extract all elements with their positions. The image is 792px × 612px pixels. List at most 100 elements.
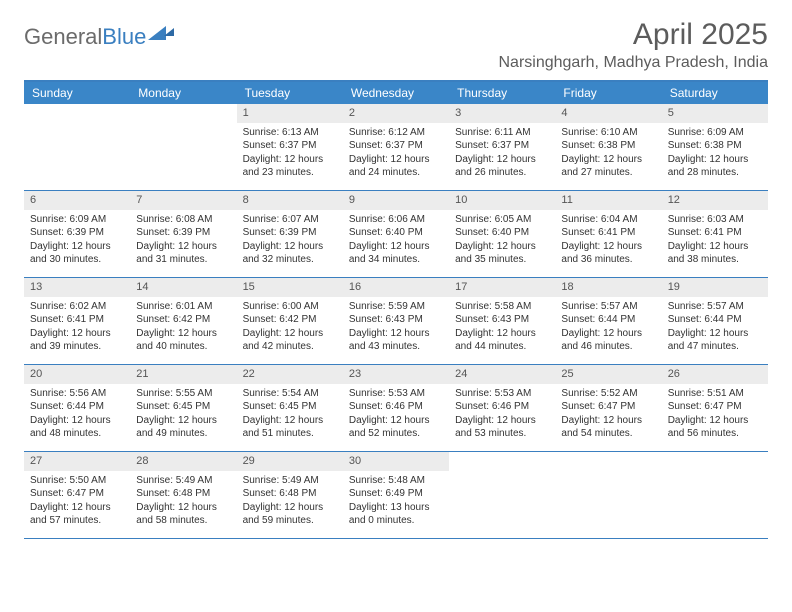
weekday-header: Friday (555, 82, 661, 104)
sunset-line: Sunset: 6:39 PM (30, 226, 124, 240)
sunset-line: Sunset: 6:48 PM (136, 487, 230, 501)
sunset-line: Sunset: 6:46 PM (349, 400, 443, 414)
day-cell: 1Sunrise: 6:13 AMSunset: 6:37 PMDaylight… (237, 104, 343, 190)
day-cell: 11Sunrise: 6:04 AMSunset: 6:41 PMDayligh… (555, 191, 661, 277)
sunrise-line: Sunrise: 6:01 AM (136, 300, 230, 314)
sunrise-line: Sunrise: 5:52 AM (561, 387, 655, 401)
sunrise-line: Sunrise: 5:59 AM (349, 300, 443, 314)
weekday-header: Saturday (662, 82, 768, 104)
sunrise-line: Sunrise: 6:03 AM (668, 213, 762, 227)
day-number: 21 (130, 365, 236, 384)
sunrise-line: Sunrise: 6:09 AM (30, 213, 124, 227)
day-number: 17 (449, 278, 555, 297)
day-number: 20 (24, 365, 130, 384)
week-row: 13Sunrise: 6:02 AMSunset: 6:41 PMDayligh… (24, 278, 768, 365)
day-body: Sunrise: 5:53 AMSunset: 6:46 PMDaylight:… (449, 384, 555, 447)
day-body: Sunrise: 6:07 AMSunset: 6:39 PMDaylight:… (237, 210, 343, 273)
sunset-line: Sunset: 6:46 PM (455, 400, 549, 414)
day-number: 22 (237, 365, 343, 384)
sunset-line: Sunset: 6:43 PM (455, 313, 549, 327)
weekday-header: Thursday (449, 82, 555, 104)
day-cell: 22Sunrise: 5:54 AMSunset: 6:45 PMDayligh… (237, 365, 343, 451)
sunset-line: Sunset: 6:45 PM (243, 400, 337, 414)
day-cell: 21Sunrise: 5:55 AMSunset: 6:45 PMDayligh… (130, 365, 236, 451)
day-number: 10 (449, 191, 555, 210)
day-number: 14 (130, 278, 236, 297)
daylight-line: Daylight: 12 hours and 54 minutes. (561, 414, 655, 441)
day-cell: 12Sunrise: 6:03 AMSunset: 6:41 PMDayligh… (662, 191, 768, 277)
sunset-line: Sunset: 6:47 PM (668, 400, 762, 414)
day-number: 18 (555, 278, 661, 297)
day-number: 9 (343, 191, 449, 210)
day-body: Sunrise: 6:04 AMSunset: 6:41 PMDaylight:… (555, 210, 661, 273)
sunrise-line: Sunrise: 6:05 AM (455, 213, 549, 227)
day-body: Sunrise: 5:49 AMSunset: 6:48 PMDaylight:… (130, 471, 236, 534)
weeks-container: 1Sunrise: 6:13 AMSunset: 6:37 PMDaylight… (24, 104, 768, 539)
sunset-line: Sunset: 6:44 PM (668, 313, 762, 327)
logo-mark-icon (148, 26, 166, 40)
week-row: 27Sunrise: 5:50 AMSunset: 6:47 PMDayligh… (24, 452, 768, 539)
day-cell: 13Sunrise: 6:02 AMSunset: 6:41 PMDayligh… (24, 278, 130, 364)
sunset-line: Sunset: 6:42 PM (136, 313, 230, 327)
day-cell: 15Sunrise: 6:00 AMSunset: 6:42 PMDayligh… (237, 278, 343, 364)
day-cell: 30Sunrise: 5:48 AMSunset: 6:49 PMDayligh… (343, 452, 449, 538)
daylight-line: Daylight: 13 hours and 0 minutes. (349, 501, 443, 528)
header: GeneralBlue April 2025 Narsinghgarh, Mad… (24, 18, 768, 72)
daylight-line: Daylight: 12 hours and 53 minutes. (455, 414, 549, 441)
day-body: Sunrise: 6:03 AMSunset: 6:41 PMDaylight:… (662, 210, 768, 273)
sunset-line: Sunset: 6:41 PM (668, 226, 762, 240)
sunrise-line: Sunrise: 5:53 AM (455, 387, 549, 401)
day-body: Sunrise: 6:09 AMSunset: 6:39 PMDaylight:… (24, 210, 130, 273)
sunrise-line: Sunrise: 6:13 AM (243, 126, 337, 140)
daylight-line: Daylight: 12 hours and 58 minutes. (136, 501, 230, 528)
day-body: Sunrise: 5:57 AMSunset: 6:44 PMDaylight:… (555, 297, 661, 360)
day-number: 3 (449, 104, 555, 123)
daylight-line: Daylight: 12 hours and 40 minutes. (136, 327, 230, 354)
daylight-line: Daylight: 12 hours and 47 minutes. (668, 327, 762, 354)
daylight-line: Daylight: 12 hours and 44 minutes. (455, 327, 549, 354)
daylight-line: Daylight: 12 hours and 30 minutes. (30, 240, 124, 267)
weekday-header: Wednesday (343, 82, 449, 104)
day-body: Sunrise: 5:48 AMSunset: 6:49 PMDaylight:… (343, 471, 449, 534)
logo: GeneralBlue (24, 18, 166, 50)
sunset-line: Sunset: 6:40 PM (349, 226, 443, 240)
day-number: 24 (449, 365, 555, 384)
day-body: Sunrise: 6:06 AMSunset: 6:40 PMDaylight:… (343, 210, 449, 273)
day-body: Sunrise: 6:01 AMSunset: 6:42 PMDaylight:… (130, 297, 236, 360)
sunrise-line: Sunrise: 6:06 AM (349, 213, 443, 227)
day-body: Sunrise: 5:58 AMSunset: 6:43 PMDaylight:… (449, 297, 555, 360)
day-cell (662, 452, 768, 538)
sunset-line: Sunset: 6:39 PM (136, 226, 230, 240)
day-body: Sunrise: 6:08 AMSunset: 6:39 PMDaylight:… (130, 210, 236, 273)
daylight-line: Daylight: 12 hours and 36 minutes. (561, 240, 655, 267)
sunrise-line: Sunrise: 5:55 AM (136, 387, 230, 401)
daylight-line: Daylight: 12 hours and 38 minutes. (668, 240, 762, 267)
sunset-line: Sunset: 6:47 PM (30, 487, 124, 501)
daylight-line: Daylight: 12 hours and 34 minutes. (349, 240, 443, 267)
daylight-line: Daylight: 12 hours and 52 minutes. (349, 414, 443, 441)
sunrise-line: Sunrise: 5:58 AM (455, 300, 549, 314)
day-body: Sunrise: 5:55 AMSunset: 6:45 PMDaylight:… (130, 384, 236, 447)
day-body: Sunrise: 5:52 AMSunset: 6:47 PMDaylight:… (555, 384, 661, 447)
logo-text-1: General (24, 24, 102, 50)
sunset-line: Sunset: 6:37 PM (243, 139, 337, 153)
sunrise-line: Sunrise: 5:51 AM (668, 387, 762, 401)
day-body: Sunrise: 5:54 AMSunset: 6:45 PMDaylight:… (237, 384, 343, 447)
sunrise-line: Sunrise: 5:49 AM (243, 474, 337, 488)
day-body: Sunrise: 6:05 AMSunset: 6:40 PMDaylight:… (449, 210, 555, 273)
sunset-line: Sunset: 6:39 PM (243, 226, 337, 240)
sunrise-line: Sunrise: 5:49 AM (136, 474, 230, 488)
day-cell: 17Sunrise: 5:58 AMSunset: 6:43 PMDayligh… (449, 278, 555, 364)
day-number: 23 (343, 365, 449, 384)
sunset-line: Sunset: 6:37 PM (349, 139, 443, 153)
calendar-page: GeneralBlue April 2025 Narsinghgarh, Mad… (0, 0, 792, 557)
daylight-line: Daylight: 12 hours and 57 minutes. (30, 501, 124, 528)
day-body: Sunrise: 6:02 AMSunset: 6:41 PMDaylight:… (24, 297, 130, 360)
day-number: 6 (24, 191, 130, 210)
day-number: 27 (24, 452, 130, 471)
sunrise-line: Sunrise: 6:12 AM (349, 126, 443, 140)
day-number: 28 (130, 452, 236, 471)
day-body: Sunrise: 6:11 AMSunset: 6:37 PMDaylight:… (449, 123, 555, 186)
day-body: Sunrise: 5:51 AMSunset: 6:47 PMDaylight:… (662, 384, 768, 447)
day-cell (130, 104, 236, 190)
